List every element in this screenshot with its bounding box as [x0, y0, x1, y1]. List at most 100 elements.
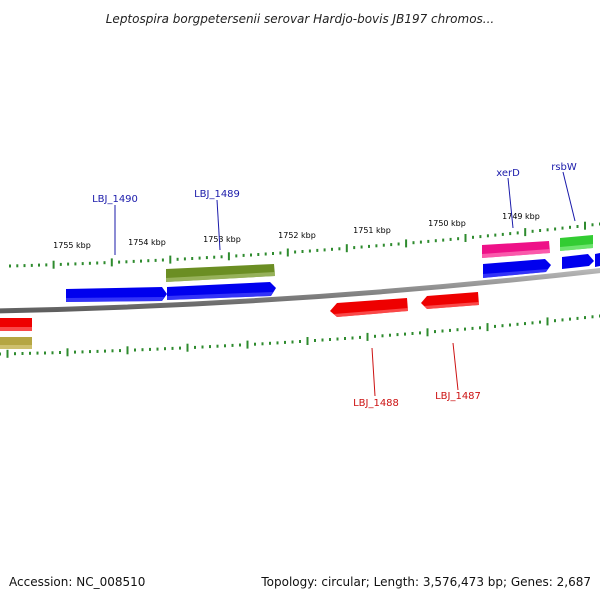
outer-minor-tick: [183, 257, 186, 261]
gene-blue-edge[interactable]: [595, 253, 600, 267]
inner-minor-tick: [516, 322, 519, 326]
inner-minor-tick: [569, 317, 571, 321]
outer-minor-tick: [554, 227, 557, 231]
outer-major-tick: [584, 221, 586, 230]
outer-minor-tick: [375, 244, 378, 248]
outer-minor-tick: [59, 262, 62, 266]
inner-minor-tick: [141, 348, 144, 352]
outer-minor-tick: [250, 253, 252, 257]
inner-minor-tick: [396, 333, 399, 337]
inner-minor-tick: [21, 352, 24, 355]
outer-minor-tick: [161, 258, 164, 262]
outer-minor-tick: [368, 244, 370, 248]
inner-minor-tick: [194, 345, 196, 349]
inner-minor-tick: [329, 338, 331, 341]
inner-minor-tick: [231, 343, 234, 347]
outer-minor-tick: [118, 260, 121, 264]
inner-minor-tick: [104, 349, 106, 353]
gene-label-lbj-1489[interactable]: LBJ_1489: [194, 189, 240, 200]
reverse-strand-genes: [0, 292, 479, 349]
outer-minor-tick: [442, 238, 445, 242]
outer-major-tick: [345, 244, 348, 253]
inner-major-tick: [366, 332, 369, 341]
inner-minor-tick: [179, 346, 181, 350]
outer-minor-tick: [323, 248, 326, 252]
gene-lbj-1490-shade: [66, 297, 164, 302]
inner-minor-tick: [381, 334, 384, 338]
inner-minor-tick: [449, 328, 451, 332]
outer-minor-tick: [576, 225, 579, 228]
outer-minor-tick: [308, 249, 311, 253]
outer-minor-tick: [176, 257, 179, 261]
outer-minor-tick: [257, 253, 260, 256]
inner-minor-tick: [276, 341, 279, 345]
outer-minor-tick: [472, 235, 474, 239]
inner-minor-tick: [201, 345, 204, 349]
gene-blue-rsbw-adjacent[interactable]: [562, 254, 594, 269]
outer-minor-tick: [427, 239, 430, 243]
outer-minor-tick: [539, 229, 542, 232]
inner-minor-tick: [74, 350, 76, 354]
gene-xerd-shade: [482, 249, 550, 258]
inner-minor-tick: [81, 350, 84, 354]
outer-minor-tick: [360, 245, 363, 249]
gene-label-lbj-1488[interactable]: LBJ_1488: [353, 398, 399, 409]
inner-minor-tick: [374, 334, 376, 338]
gene-label-lbj-1487[interactable]: LBJ_1487: [435, 391, 481, 402]
inner-minor-tick: [216, 344, 219, 348]
gene-label-rsbw[interactable]: rsbW: [551, 162, 577, 173]
outer-minor-tick: [338, 247, 341, 251]
outer-minor-tick: [147, 259, 150, 263]
outer-minor-tick: [331, 247, 333, 251]
map-title: Leptospira borgpetersenii serovar Hardjo…: [106, 12, 495, 26]
outer-minor-tick: [38, 263, 40, 267]
inner-minor-tick: [51, 351, 54, 355]
outer-minor-tick: [449, 237, 452, 241]
inner-minor-tick: [239, 343, 241, 347]
outer-minor-tick: [279, 251, 282, 255]
inner-major-tick: [486, 323, 489, 332]
inner-minor-tick: [531, 321, 534, 325]
outer-minor-tick: [30, 263, 33, 267]
inner-minor-tick: [261, 342, 264, 346]
gene-rsbw-shade: [560, 244, 593, 251]
tick-label-1753: 1753 kbp: [203, 235, 241, 244]
outer-minor-tick: [125, 260, 128, 264]
outer-minor-tick: [561, 226, 564, 230]
inner-minor-tick: [404, 332, 406, 336]
tick-label-1752: 1752 kbp: [278, 231, 316, 240]
gene-label-lbj-1490[interactable]: LBJ_1490: [92, 194, 138, 205]
topology-text: Topology: circular; Length: 3,576,473 bp…: [260, 575, 591, 589]
outer-minor-tick: [81, 262, 84, 266]
inner-minor-tick: [224, 344, 226, 348]
inner-minor-tick: [96, 349, 99, 353]
leader-xerd: [507, 177, 514, 229]
inner-minor-tick: [554, 319, 556, 323]
outer-minor-tick: [264, 252, 267, 256]
inner-major-tick: [546, 317, 549, 326]
outer-minor-tick: [294, 250, 297, 254]
inner-minor-tick: [0, 352, 1, 356]
inner-minor-tick: [111, 349, 114, 353]
gene-label-xerd[interactable]: xerD: [496, 168, 520, 179]
inner-minor-tick: [269, 341, 271, 345]
tick-label-1749: 1749 kbp: [502, 212, 540, 221]
outer-minor-tick: [494, 233, 497, 237]
outer-minor-tick: [140, 259, 142, 263]
outer-minor-tick: [412, 241, 415, 245]
inner-minor-tick: [591, 315, 594, 319]
outer-minor-tick: [74, 262, 77, 266]
inner-minor-tick: [171, 346, 174, 350]
outer-minor-tick: [154, 258, 157, 262]
inner-minor-tick: [456, 328, 459, 332]
outer-minor-tick: [501, 232, 504, 236]
inner-major-tick: [6, 349, 9, 358]
inner-minor-tick: [434, 330, 436, 334]
inner-minor-tick: [471, 326, 474, 330]
inner-major-tick: [126, 346, 129, 355]
inner-major-tick: [306, 337, 309, 345]
inner-minor-tick: [464, 327, 466, 331]
outer-minor-tick: [516, 231, 519, 235]
inner-minor-tick: [156, 347, 159, 351]
outer-minor-tick: [67, 262, 70, 266]
